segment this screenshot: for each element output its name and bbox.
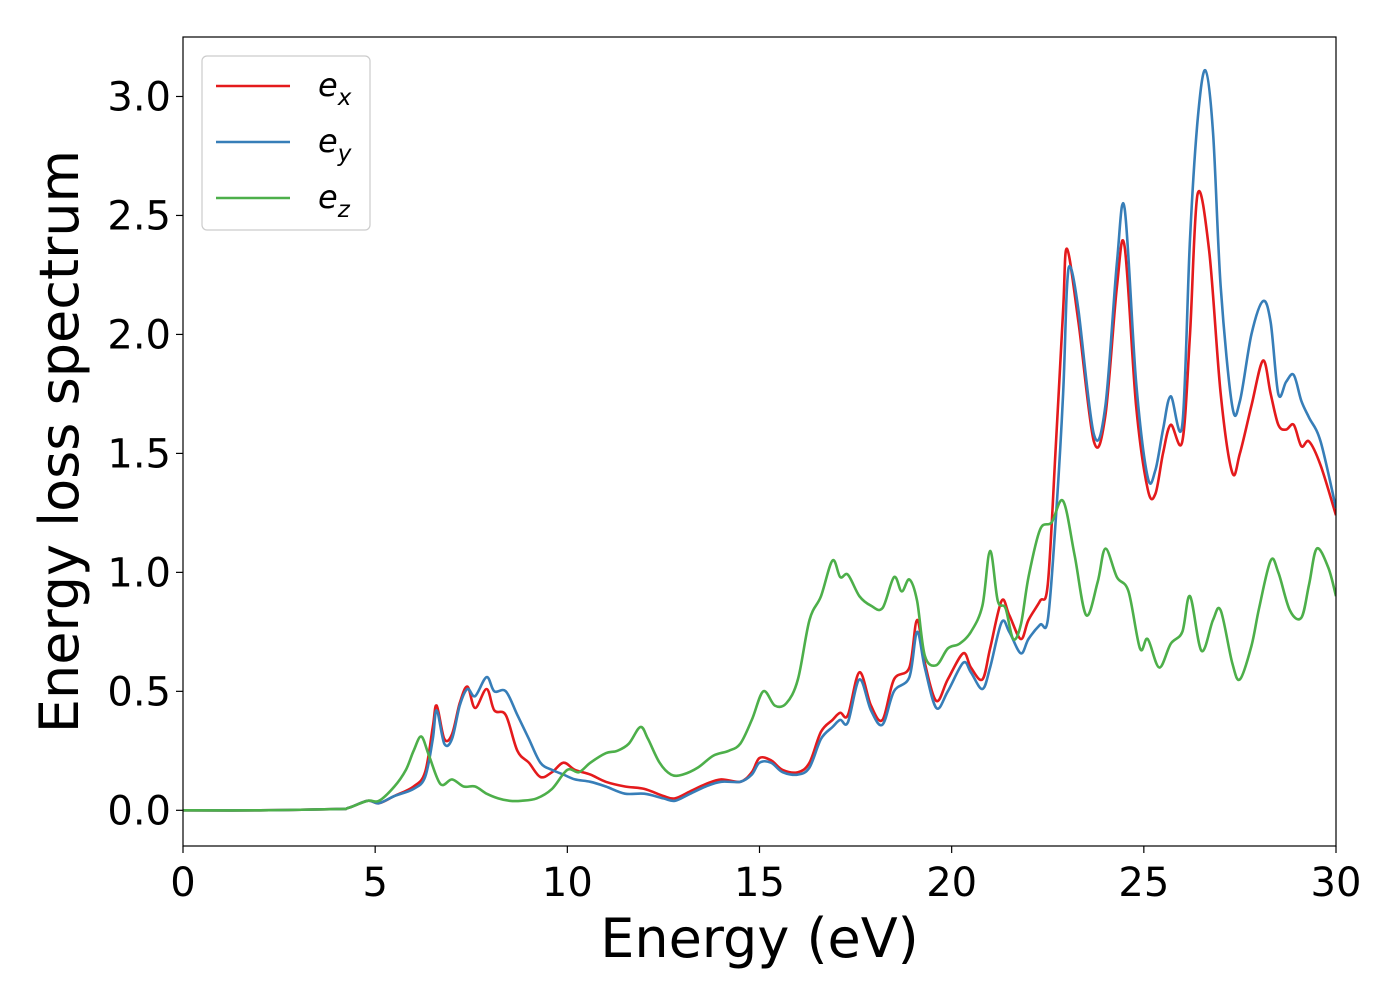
legend-label-z: ez: [318, 178, 351, 223]
series-line-x: [183, 190, 1336, 812]
x-tick-label: 5: [362, 860, 387, 906]
legend-label-y: ey: [318, 122, 352, 167]
series-line-z: [183, 498, 1336, 812]
y-tick-label: 1.5: [107, 431, 171, 477]
y-axis-title: Energy loss spectrum: [28, 150, 91, 733]
y-tick-label: 2.5: [107, 193, 171, 239]
x-tick-label: 20: [926, 860, 977, 906]
axes: 0 5 10 15 20 25 30 0.0 0.5 1.0 1.5 2.0 2.5 3.0: [107, 36, 1362, 906]
x-axis-title: Energy (eV): [600, 907, 919, 970]
series-line-y: [183, 68, 1336, 812]
y-tick-label: 3.0: [107, 74, 171, 120]
y-tick-label: 2.0: [107, 312, 171, 358]
x-tick-label: 25: [1118, 860, 1169, 906]
y-tick-label: 1.0: [107, 550, 171, 596]
x-tick-label: 10: [542, 860, 593, 906]
x-tick-label: 0: [170, 860, 195, 906]
x-tick-label: 15: [734, 860, 785, 906]
plot-area: [183, 68, 1336, 812]
legend-label-x: ex: [318, 66, 352, 111]
y-tick-label: 0.5: [107, 669, 171, 715]
x-tick-label: 30: [1311, 860, 1362, 906]
legend: ex ey ez: [201, 55, 371, 231]
y-tick-label: 0.0: [107, 788, 171, 834]
